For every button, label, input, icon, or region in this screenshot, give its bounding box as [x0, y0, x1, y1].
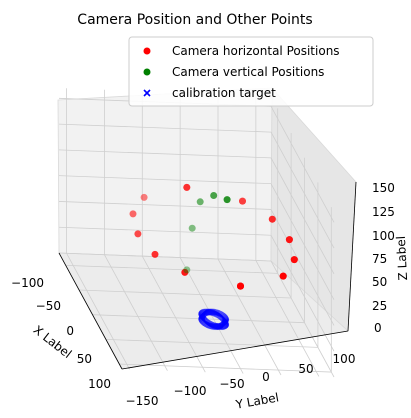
x-gridline-floor: [119, 363, 332, 373]
y-axis-label: Y Label: [234, 390, 280, 412]
camera-horizontal-point: [285, 236, 293, 244]
z-tick-label: 50: [372, 275, 387, 289]
x-gridline-floor: [105, 338, 318, 348]
camera-horizontal-point: [140, 193, 148, 201]
camera-horizontal-point: [183, 183, 191, 191]
camera-vertical-point: [183, 266, 191, 274]
camera-horizontal-point: [279, 272, 287, 280]
grid-lines: [58, 88, 335, 378]
camera-horizontal-point: [181, 268, 189, 276]
y-tick-label: −100: [174, 384, 207, 398]
camera-vertical-point: [188, 224, 196, 232]
z-gridline-back: [58, 226, 272, 236]
camera-horizontal-point: [151, 250, 159, 258]
z-gridline-side: [270, 235, 335, 352]
data-points: [129, 183, 298, 331]
y-tick-labels: −150 −100 −50 0 50 100: [126, 352, 356, 408]
camera-horizontal-point: [268, 215, 276, 223]
legend-label-vertical: Camera vertical Positions: [172, 65, 324, 79]
back-pane: [57, 87, 273, 262]
z-gridline-side: [270, 157, 335, 275]
camera-vertical-point: [223, 196, 231, 204]
y-gridline-floor: [66, 253, 130, 370]
y-gridline-floor: [104, 254, 168, 371]
legend-marker-vertical: [143, 68, 151, 76]
camera-horizontal-point: [290, 256, 298, 264]
x-tick-label: 0: [66, 324, 74, 338]
camera-horizontal-point: [239, 197, 246, 205]
z-tick-label: 125: [372, 205, 395, 219]
x-gridline-floor: [65, 264, 278, 274]
x-tick-label: −50: [36, 299, 61, 313]
y-tick-label: −150: [126, 394, 159, 408]
z-gridline-side: [270, 106, 335, 223]
z-tick-label: 100: [372, 229, 395, 243]
z-gridline-side: [270, 260, 335, 378]
z-gridline-side: [270, 131, 335, 249]
axis-lines: [58, 181, 357, 370]
calibration-target-point: [211, 322, 219, 330]
z-gridline-back: [58, 201, 272, 210]
y-tick-label: −50: [219, 377, 244, 391]
x-tick-label: 50: [77, 352, 92, 366]
legend-label-calibration: calibration target: [172, 86, 276, 100]
chart-title: Camera Position and Other Points: [77, 12, 312, 28]
z-axis-line: [347, 181, 357, 332]
z-tick-labels: 0 25 50 75 100 125 150: [372, 181, 395, 335]
y-axis-line: [121, 330, 349, 370]
camera-horizontal-point: [129, 210, 137, 218]
camera-horizontal-point: [237, 282, 244, 290]
z-tick-label: 25: [372, 299, 387, 313]
camera-vertical-point: [196, 198, 204, 206]
y-tick-label: 0: [262, 370, 270, 384]
legend: Camera horizontal Positions Camera verti…: [128, 36, 374, 107]
calibration-target-point: [212, 323, 220, 331]
y-tick-label: 100: [333, 352, 356, 366]
x-tick-labels: −100 −50 0 50 100: [11, 276, 111, 391]
y-gridline-floor: [141, 255, 206, 373]
z-gridline-back: [58, 123, 272, 133]
z-gridline-back: [58, 175, 272, 185]
legend-marker-calibration: [143, 89, 151, 97]
z-tick-label: 0: [374, 321, 382, 335]
camera-horizontal-point: [134, 230, 142, 238]
x-tick-label: 100: [88, 377, 111, 391]
legend-box: [128, 36, 374, 107]
x-tick-label: −100: [11, 276, 44, 290]
x-axis-line: [58, 252, 123, 370]
z-axis-label: Z Label: [394, 236, 410, 281]
y-gridline-floor: [217, 258, 282, 376]
legend-marker-horizontal: [143, 47, 151, 55]
z-gridline-side: [270, 209, 335, 326]
z-tick-label: 150: [372, 181, 395, 195]
camera-horizontal-point: [183, 183, 191, 191]
y-gridline-floor: [255, 260, 320, 377]
x-gridline-floor: [79, 289, 292, 299]
camera-horizontal-point: [183, 183, 191, 191]
z-gridline-back: [58, 252, 272, 262]
y-tick-label: 50: [298, 362, 313, 376]
camera-vertical-point: [210, 192, 218, 199]
z-gridline-side: [270, 183, 335, 300]
legend-label-horizontal: Camera horizontal Positions: [172, 44, 340, 58]
calibration-target-point: [210, 322, 218, 330]
z-gridline-back: [58, 149, 272, 159]
camera-horizontal-point: [239, 197, 246, 205]
z-tick-label: 75: [372, 252, 387, 266]
